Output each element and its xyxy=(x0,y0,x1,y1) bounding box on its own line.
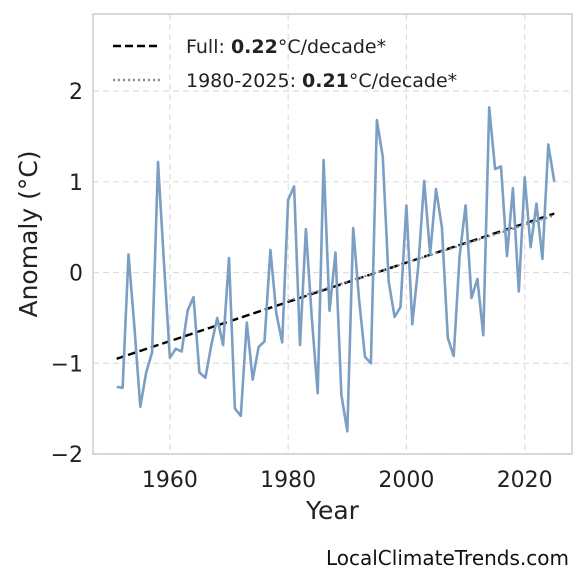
legend-entry: 1980-2025: 0.21°C/decade* xyxy=(186,70,457,92)
watermark: LocalClimateTrends.com xyxy=(325,546,569,570)
legend-entry: Full: 0.22°C/decade* xyxy=(186,36,386,58)
legend-rate: 0.22 xyxy=(231,36,278,58)
legend-unit: °C/decade* xyxy=(278,36,386,58)
x-tick-label: 2000 xyxy=(378,468,434,493)
y-tick-label: −1 xyxy=(51,352,83,377)
trend-lines xyxy=(116,212,555,360)
plot-frame xyxy=(92,13,573,455)
x-tick-labels: 1960 1980 2000 2020 xyxy=(142,468,553,493)
x-tick-label: 1980 xyxy=(260,468,316,493)
legend: Full: 0.22°C/decade*1980-2025: 0.21°C/de… xyxy=(113,36,457,92)
x-axis-label: Year xyxy=(305,496,360,525)
x-tick-label: 1960 xyxy=(142,468,198,493)
legend-label: Full: xyxy=(186,36,231,58)
y-tick-label: 1 xyxy=(69,171,83,196)
y-tick-label: −2 xyxy=(51,443,83,468)
y-axis-label: Anomaly (°C) xyxy=(14,150,43,317)
legend-unit: °C/decade* xyxy=(349,70,457,92)
y-tick-label: 0 xyxy=(69,262,83,287)
x-tick-label: 2020 xyxy=(497,468,553,493)
y-tick-label: 2 xyxy=(69,80,83,105)
trend-line-dashed xyxy=(116,212,555,360)
legend-label: 1980-2025: xyxy=(186,70,302,92)
gridlines xyxy=(93,14,572,455)
series-lines xyxy=(116,106,556,433)
y-tick-labels: −2 −1 0 1 2 xyxy=(51,80,83,468)
legend-rate: 0.21 xyxy=(302,70,349,92)
series-line xyxy=(116,106,556,433)
